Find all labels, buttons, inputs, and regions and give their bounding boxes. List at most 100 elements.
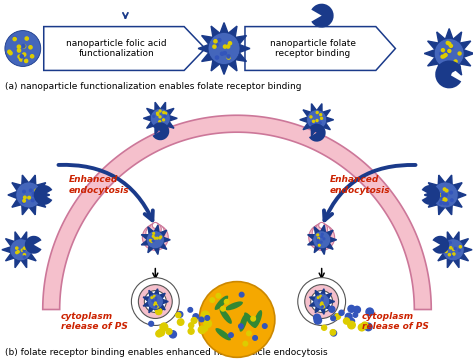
Circle shape xyxy=(199,282,275,357)
Polygon shape xyxy=(321,309,325,314)
Circle shape xyxy=(152,300,154,302)
Polygon shape xyxy=(15,232,20,240)
Circle shape xyxy=(205,316,210,320)
Ellipse shape xyxy=(215,295,228,310)
Polygon shape xyxy=(446,29,453,39)
Polygon shape xyxy=(228,26,237,37)
Circle shape xyxy=(218,38,221,42)
Circle shape xyxy=(453,248,455,250)
Circle shape xyxy=(29,189,32,192)
Circle shape xyxy=(443,188,446,191)
Circle shape xyxy=(253,336,257,340)
Circle shape xyxy=(445,250,447,253)
Circle shape xyxy=(203,326,208,331)
Circle shape xyxy=(163,111,165,114)
Text: Enhanced
endocytosis: Enhanced endocytosis xyxy=(329,175,390,195)
Polygon shape xyxy=(428,200,437,207)
Polygon shape xyxy=(148,227,153,233)
Circle shape xyxy=(155,302,156,304)
Circle shape xyxy=(223,45,227,48)
Polygon shape xyxy=(37,183,46,190)
Circle shape xyxy=(432,182,458,208)
Circle shape xyxy=(9,52,12,55)
Circle shape xyxy=(243,341,247,346)
Circle shape xyxy=(320,304,322,306)
Circle shape xyxy=(33,194,35,197)
Circle shape xyxy=(16,247,18,249)
Circle shape xyxy=(23,59,27,62)
Polygon shape xyxy=(317,103,322,111)
Circle shape xyxy=(441,49,445,52)
Circle shape xyxy=(444,53,447,57)
Polygon shape xyxy=(428,183,437,190)
Circle shape xyxy=(443,198,445,201)
Circle shape xyxy=(227,56,230,59)
Circle shape xyxy=(353,313,357,317)
Polygon shape xyxy=(458,192,466,198)
Circle shape xyxy=(149,321,154,326)
Circle shape xyxy=(335,314,340,319)
Circle shape xyxy=(318,126,319,127)
Circle shape xyxy=(228,42,232,45)
Circle shape xyxy=(439,193,442,196)
Circle shape xyxy=(215,43,218,46)
Polygon shape xyxy=(43,115,431,310)
Circle shape xyxy=(317,234,319,236)
Ellipse shape xyxy=(312,224,331,242)
Polygon shape xyxy=(321,225,325,232)
Circle shape xyxy=(198,326,206,334)
Circle shape xyxy=(434,38,464,69)
Circle shape xyxy=(318,238,319,240)
Text: (a) nanoparticle functionalization enables folate receptor binding: (a) nanoparticle functionalization enabl… xyxy=(5,82,301,91)
Polygon shape xyxy=(308,241,314,245)
Circle shape xyxy=(450,46,453,49)
Circle shape xyxy=(316,119,318,122)
Polygon shape xyxy=(323,123,330,130)
Circle shape xyxy=(213,45,216,48)
Polygon shape xyxy=(22,175,28,184)
Circle shape xyxy=(450,191,452,194)
Ellipse shape xyxy=(215,328,231,340)
Circle shape xyxy=(151,240,153,242)
Circle shape xyxy=(155,306,157,307)
Circle shape xyxy=(166,329,172,334)
Polygon shape xyxy=(160,305,165,310)
Circle shape xyxy=(344,318,350,324)
Polygon shape xyxy=(146,122,154,128)
Polygon shape xyxy=(434,247,443,252)
Circle shape xyxy=(31,199,34,202)
Circle shape xyxy=(23,254,26,256)
Polygon shape xyxy=(245,26,395,70)
Circle shape xyxy=(450,255,453,257)
Circle shape xyxy=(448,42,451,45)
Polygon shape xyxy=(446,68,453,78)
Ellipse shape xyxy=(309,224,335,250)
Polygon shape xyxy=(236,53,246,61)
Polygon shape xyxy=(160,293,165,298)
Circle shape xyxy=(163,119,164,121)
Circle shape xyxy=(13,37,16,41)
Circle shape xyxy=(188,307,192,312)
Polygon shape xyxy=(447,232,453,240)
Polygon shape xyxy=(424,50,435,57)
Polygon shape xyxy=(28,254,36,261)
Circle shape xyxy=(21,249,24,251)
Circle shape xyxy=(444,248,446,250)
Polygon shape xyxy=(37,200,46,207)
Circle shape xyxy=(5,30,41,66)
Circle shape xyxy=(16,252,18,254)
Ellipse shape xyxy=(149,223,161,235)
Ellipse shape xyxy=(316,223,328,235)
Circle shape xyxy=(320,241,322,243)
Circle shape xyxy=(210,298,215,302)
Polygon shape xyxy=(310,302,315,306)
Circle shape xyxy=(318,245,320,246)
Polygon shape xyxy=(155,127,160,134)
Polygon shape xyxy=(161,230,167,236)
Circle shape xyxy=(361,322,368,329)
Circle shape xyxy=(18,55,21,58)
Circle shape xyxy=(153,115,155,117)
Polygon shape xyxy=(424,192,433,198)
Polygon shape xyxy=(453,32,462,43)
Wedge shape xyxy=(422,185,440,205)
